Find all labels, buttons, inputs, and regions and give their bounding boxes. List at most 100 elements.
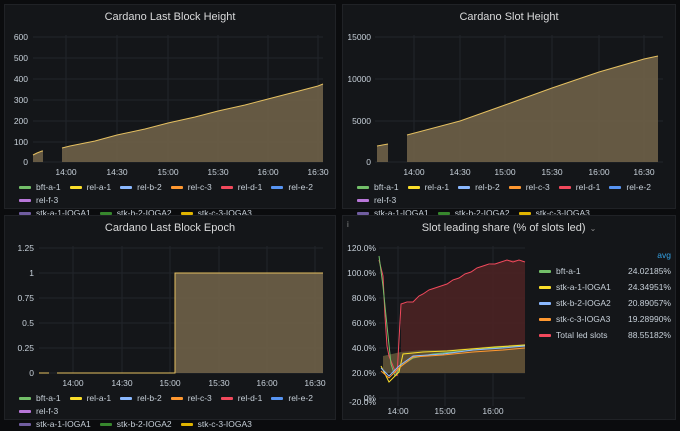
y-tick: 20.0% <box>352 368 377 378</box>
legend-item[interactable]: bft-a-1 <box>19 392 61 405</box>
panel-title[interactable]: Cardano Last Block Epoch <box>104 222 236 234</box>
legend-item[interactable]: rel-d-1 <box>220 181 262 194</box>
y-tick: 1.25 <box>17 243 34 253</box>
stk-a-line <box>380 344 526 383</box>
legend-item[interactable]: rel-f-3 <box>19 405 58 418</box>
x-tick: 14:00 <box>387 406 409 416</box>
legend-item[interactable]: rel-b-2 <box>120 392 162 405</box>
legend-row[interactable]: Total led slots 88.55182% <box>539 328 671 342</box>
total-line <box>378 259 526 377</box>
legend-item[interactable]: stk-c-3-IOGA3 <box>518 207 590 220</box>
x-tick: 16:30 <box>633 167 655 177</box>
bft-line <box>378 255 525 378</box>
legend-item[interactable]: rel-d-1 <box>558 181 600 194</box>
legend-item[interactable]: stk-b-2-IOGA2 <box>99 207 172 220</box>
x-tick: 15:00 <box>159 378 181 388</box>
legend-row[interactable]: stk-b-2-IOGA2 20.89057% <box>539 296 671 310</box>
legend-item[interactable]: rel-f-3 <box>357 194 396 207</box>
legend-item[interactable]: rel-d-1 <box>220 392 262 405</box>
legend-item[interactable]: rel-e-2 <box>271 181 313 194</box>
block-height-line <box>32 83 324 156</box>
slot-share-chart: 120.0% 100.0% 80.0% 60.0% 40.0% 20.0% 0%… <box>347 243 526 416</box>
legend-item[interactable]: stk-a-1-IOGA1 <box>357 207 429 220</box>
chevron-down-icon[interactable]: ⌄ <box>589 224 597 233</box>
block-epoch-area <box>175 273 323 373</box>
y-tick: 80.0% <box>352 293 377 303</box>
y-tick: 0.75 <box>17 293 34 303</box>
x-tick: 15:30 <box>207 167 229 177</box>
y-tick: 0.5 <box>22 318 34 328</box>
x-tick: 14:00 <box>55 167 77 177</box>
legend-item[interactable]: stk-c-3-IOGA3 <box>180 418 252 431</box>
panel-title[interactable]: Cardano Slot Height <box>459 11 559 23</box>
block-height-chart: 600 500 400 300 200 100 0 14:00 14:30 15… <box>14 32 329 177</box>
x-tick: 16:00 <box>482 406 504 416</box>
x-tick: 16:30 <box>307 167 329 177</box>
block-epoch-chart: 1.25 1 0.75 0.5 0.25 0 14:00 14:30 15:00… <box>17 243 326 388</box>
legend-item[interactable]: rel-c-3 <box>508 181 550 194</box>
info-icon[interactable]: i <box>347 220 349 229</box>
y-tick: 0 <box>29 368 34 378</box>
legend-row[interactable]: stk-c-3-IOGA3 19.28990% <box>539 312 671 326</box>
x-tick: 14:00 <box>403 167 425 177</box>
legend-item[interactable]: rel-c-3 <box>170 392 212 405</box>
legend-item[interactable]: rel-a-1 <box>69 392 111 405</box>
x-axis-ticks: 14:00 15:00 16:00 <box>387 406 504 416</box>
y-tick: 100 <box>14 137 28 147</box>
legend-row[interactable]: stk-a-1-IOGA1 24.34951% <box>539 280 671 294</box>
legend-item[interactable]: bft-a-1 <box>19 181 61 194</box>
y-tick: 0 <box>23 157 28 167</box>
legend: bft-a-1 rel-a-1 rel-b-2 rel-c-3 rel-d-1 rel-e… <box>357 181 669 220</box>
legend-item[interactable]: stk-a-1-IOGA1 <box>19 207 91 220</box>
y-axis-ticks: 120.0% 100.0% 80.0% 60.0% 40.0% 20.0% 0% <box>347 243 376 403</box>
x-tick: 15:00 <box>494 167 516 177</box>
x-tick: 15:00 <box>157 167 179 177</box>
legend-avg-header[interactable]: avg <box>657 250 671 260</box>
legend: bft-a-1 rel-a-1 rel-b-2 rel-c-3 rel-d-1 rel-e… <box>19 181 329 220</box>
y-tick: 200 <box>14 116 28 126</box>
legend-item[interactable]: rel-b-2 <box>458 181 500 194</box>
legend-item[interactable]: stk-b-2-IOGA2 <box>437 207 510 220</box>
panel-block-height: Cardano Last Block Height 600 500 400 30… <box>4 4 336 218</box>
legend-item[interactable]: stk-c-3-IOGA3 <box>180 207 252 220</box>
y-tick: 1 <box>29 268 34 278</box>
x-tick: 15:30 <box>541 167 563 177</box>
y-axis-ticks-bottom: -20.0% <box>349 397 376 407</box>
legend-row[interactable]: bft-a-1 24.02185% <box>539 264 671 278</box>
legend-item[interactable]: stk-a-1-IOGA1 <box>19 418 91 431</box>
legend-item[interactable]: stk-b-2-IOGA2 <box>99 418 172 431</box>
x-tick: 16:00 <box>257 167 279 177</box>
legend-item[interactable]: rel-e-2 <box>271 392 313 405</box>
legend-item[interactable]: bft-a-1 <box>357 181 399 194</box>
y-tick: 0.25 <box>17 343 34 353</box>
panel-slot-height: Cardano Slot Height 15000 10000 5000 0 1… <box>342 4 676 218</box>
legend-item[interactable]: rel-a-1 <box>407 181 449 194</box>
legend-item[interactable]: rel-f-3 <box>19 194 58 207</box>
legend-item[interactable]: rel-b-2 <box>120 181 162 194</box>
x-axis-ticks: 14:00 14:30 15:00 15:30 16:00 16:30 <box>55 167 329 177</box>
y-tick: 0% <box>364 393 377 403</box>
y-tick: 300 <box>14 95 28 105</box>
slot-height-chart: 15000 10000 5000 0 14:00 14:30 15:00 15:… <box>347 32 663 177</box>
x-tick: 14:30 <box>449 167 471 177</box>
y-tick: 500 <box>14 53 28 63</box>
panel-title[interactable]: Cardano Last Block Height <box>104 11 236 23</box>
legend-item[interactable]: rel-c-3 <box>170 181 212 194</box>
y-tick: 10000 <box>347 74 371 84</box>
x-axis-ticks: 14:00 14:30 15:00 15:30 16:00 16:30 <box>62 378 326 388</box>
total-area <box>401 260 525 373</box>
slot-height-line <box>376 55 659 147</box>
legend-item[interactable]: rel-a-1 <box>69 181 111 194</box>
stk-c-line <box>380 347 526 379</box>
y-tick: 60.0% <box>352 318 377 328</box>
y-axis-ticks: 15000 10000 5000 0 <box>347 32 371 167</box>
y-tick: 100.0% <box>347 268 376 278</box>
x-tick: 14:30 <box>111 378 133 388</box>
legend-item[interactable]: rel-e-2 <box>609 181 651 194</box>
y-tick: 15000 <box>347 32 371 42</box>
panel-title[interactable]: Slot leading share (% of slots led) ⌄ <box>421 222 597 234</box>
legend: bft-a-1 rel-a-1 rel-b-2 rel-c-3 rel-d-1 rel-e… <box>19 392 329 431</box>
x-tick: 14:30 <box>106 167 128 177</box>
x-tick: 16:00 <box>256 378 278 388</box>
y-axis-ticks: 600 500 400 300 200 100 0 <box>14 32 28 167</box>
